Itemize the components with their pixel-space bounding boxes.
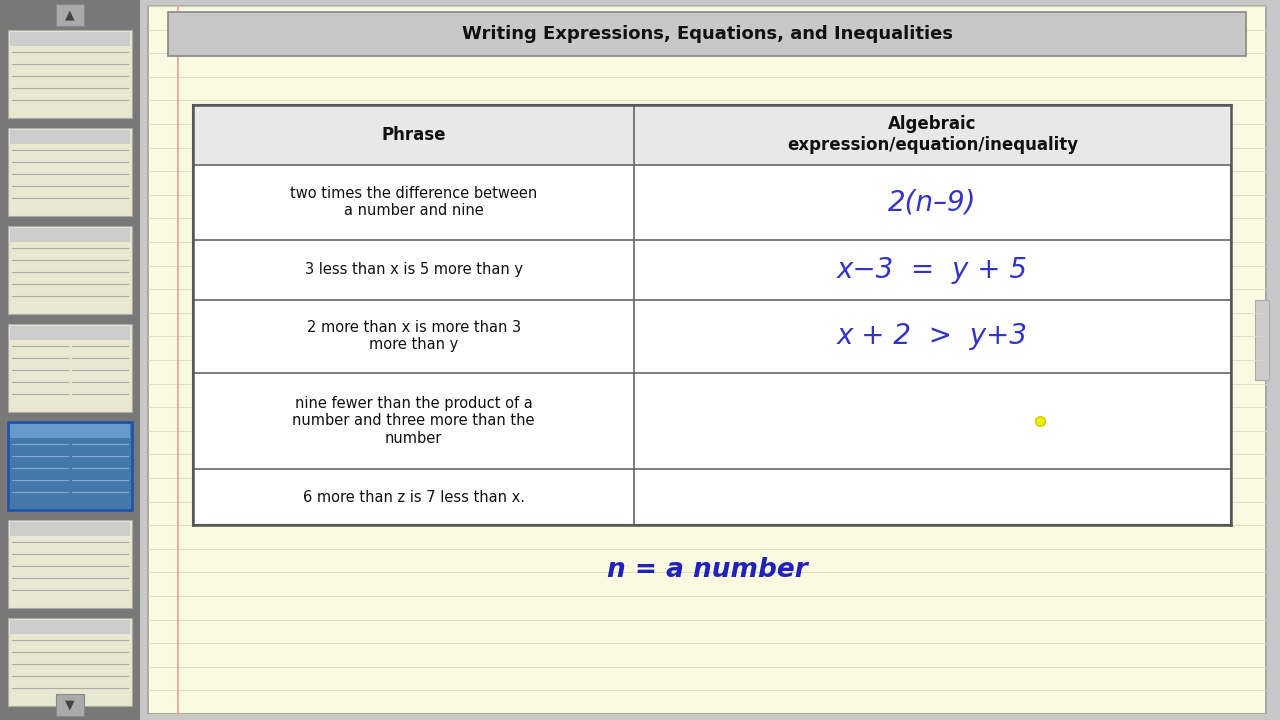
Bar: [193, 105, 1231, 525]
Bar: [10, 620, 131, 634]
Text: two times the difference between
a number and nine: two times the difference between a numbe…: [291, 186, 538, 218]
Bar: [8, 618, 132, 706]
Text: Phrase: Phrase: [381, 126, 445, 144]
Text: n = a number: n = a number: [607, 557, 808, 583]
Bar: [8, 226, 132, 314]
Bar: [1254, 300, 1268, 380]
Text: 3 less than x is 5 more than y: 3 less than x is 5 more than y: [305, 262, 522, 277]
Bar: [10, 228, 131, 242]
Bar: [10, 424, 131, 438]
Text: x + 2  >  y+3: x + 2 > y+3: [837, 322, 1028, 350]
Bar: [8, 128, 132, 216]
Bar: [10, 522, 131, 536]
Text: ▲: ▲: [65, 9, 74, 22]
Bar: [56, 694, 84, 716]
Bar: [8, 324, 132, 412]
Text: ▼: ▼: [65, 698, 74, 711]
Bar: [8, 30, 132, 118]
Bar: [0, 0, 140, 720]
Bar: [56, 4, 84, 26]
Text: 6 more than z is 7 less than x.: 6 more than z is 7 less than x.: [302, 490, 525, 505]
Bar: [148, 6, 1266, 714]
Text: 2 more than x is more than 3
more than y: 2 more than x is more than 3 more than y: [306, 320, 521, 352]
Bar: [10, 32, 131, 46]
Text: 2(n–9): 2(n–9): [888, 189, 977, 216]
Bar: [10, 326, 131, 340]
Bar: [8, 422, 132, 510]
Text: Algebraic
expression/equation/inequality: Algebraic expression/equation/inequality: [787, 115, 1078, 154]
Bar: [8, 520, 132, 608]
Text: x−3  =  y + 5: x−3 = y + 5: [837, 256, 1028, 284]
Bar: [10, 130, 131, 144]
Text: Writing Expressions, Equations, and Inequalities: Writing Expressions, Equations, and Ineq…: [462, 25, 952, 43]
Bar: [168, 12, 1245, 56]
Text: nine fewer than the product of a
number and three more than the
number: nine fewer than the product of a number …: [292, 396, 535, 446]
Bar: [193, 105, 1231, 165]
